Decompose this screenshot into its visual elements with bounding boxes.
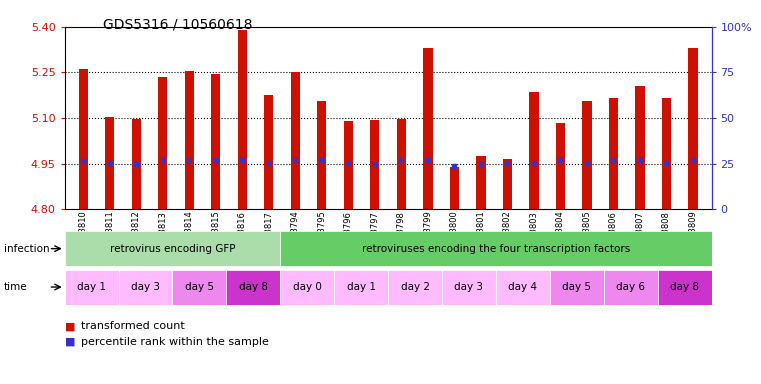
- Text: percentile rank within the sample: percentile rank within the sample: [81, 337, 269, 347]
- Bar: [388, 270, 442, 305]
- Bar: [635, 86, 645, 209]
- Bar: [65, 231, 280, 266]
- Bar: [280, 270, 334, 305]
- Text: day 8: day 8: [239, 282, 268, 292]
- Bar: [78, 70, 88, 209]
- Text: day 1: day 1: [77, 282, 106, 292]
- Bar: [158, 77, 167, 209]
- Text: retrovirus encoding GFP: retrovirus encoding GFP: [110, 243, 235, 254]
- Bar: [344, 121, 353, 209]
- Bar: [264, 95, 273, 209]
- Text: day 1: day 1: [347, 282, 376, 292]
- Text: day 0: day 0: [293, 282, 322, 292]
- Text: retroviruses encoding the four transcription factors: retroviruses encoding the four transcrip…: [361, 243, 630, 254]
- Bar: [370, 119, 380, 209]
- Text: day 4: day 4: [508, 282, 537, 292]
- Bar: [450, 167, 459, 209]
- Bar: [280, 231, 712, 266]
- Bar: [658, 270, 712, 305]
- Text: day 5: day 5: [185, 282, 214, 292]
- Bar: [603, 270, 658, 305]
- Text: transformed count: transformed count: [81, 321, 185, 331]
- Bar: [496, 270, 550, 305]
- Bar: [173, 270, 227, 305]
- Text: day 6: day 6: [616, 282, 645, 292]
- Bar: [442, 270, 496, 305]
- Text: GDS5316 / 10560618: GDS5316 / 10560618: [103, 17, 252, 31]
- Text: day 3: day 3: [131, 282, 160, 292]
- Bar: [550, 270, 603, 305]
- Bar: [609, 98, 618, 209]
- Bar: [530, 92, 539, 209]
- Text: day 3: day 3: [454, 282, 483, 292]
- Bar: [211, 74, 221, 209]
- Bar: [476, 156, 486, 209]
- Bar: [237, 30, 247, 209]
- Text: ■: ■: [65, 337, 75, 347]
- Bar: [105, 117, 114, 209]
- Bar: [132, 119, 141, 209]
- Bar: [317, 101, 326, 209]
- Bar: [423, 48, 432, 209]
- Text: time: time: [4, 282, 27, 292]
- Text: ■: ■: [65, 321, 75, 331]
- Bar: [662, 98, 671, 209]
- Bar: [185, 71, 194, 209]
- Text: day 5: day 5: [562, 282, 591, 292]
- Bar: [556, 122, 565, 209]
- Bar: [396, 119, 406, 209]
- Bar: [582, 101, 591, 209]
- Bar: [65, 270, 119, 305]
- Bar: [334, 270, 388, 305]
- Bar: [503, 159, 512, 209]
- Text: day 8: day 8: [670, 282, 699, 292]
- Bar: [689, 48, 698, 209]
- Text: day 2: day 2: [400, 282, 429, 292]
- Bar: [291, 73, 300, 209]
- Text: infection: infection: [4, 243, 49, 254]
- Bar: [119, 270, 173, 305]
- Bar: [227, 270, 280, 305]
